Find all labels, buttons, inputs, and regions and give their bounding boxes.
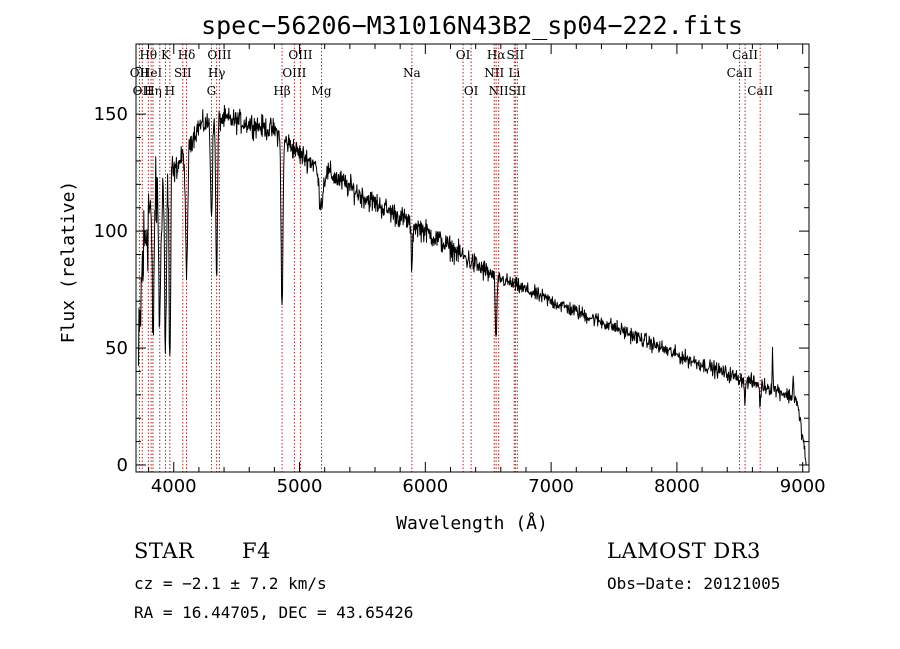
x-tick-label: 9000 [780, 476, 826, 497]
coordinates: RA = 16.44705, DEC = 43.65426 [134, 603, 414, 622]
x-tick-label: 6000 [402, 476, 448, 497]
spectrum-line [138, 104, 807, 465]
spectral-line-label: Li [508, 66, 520, 80]
spectral-line-label: Mg [312, 84, 332, 98]
spectral-line-label: CaII [747, 84, 773, 98]
axis-ticks: 4000 5000 6000 7000 8000 9000 0 50 100 150 [94, 44, 826, 497]
spectral-line-label: Hγ [208, 66, 226, 80]
object-type: STAR [134, 539, 195, 563]
spectral-line-label: OIII [282, 66, 306, 80]
spectral-subclass: F4 [242, 539, 271, 563]
spectral-line-label: HeI [140, 66, 163, 80]
spectral-line-label: Hη [144, 84, 162, 98]
y-tick-label: 100 [94, 221, 128, 242]
y-tick-label: 0 [117, 455, 128, 476]
x-axis-label: Wavelength (Å) [396, 512, 548, 534]
x-tick-label: 8000 [654, 476, 700, 497]
spectral-line-label: CaII [727, 66, 753, 80]
plot-frame [135, 43, 810, 473]
spectral-line-label: SII [174, 66, 192, 80]
spectral-line-label: OIII [288, 48, 312, 62]
spectral-line-label: Hβ [273, 84, 290, 98]
spectral-line-label: Hα [487, 48, 506, 62]
spectral-line-label: OIII [207, 48, 231, 62]
y-axis-label: Flux (relative) [58, 181, 79, 344]
spectral-line-label: H [165, 84, 175, 98]
spectral-line-label: OI [456, 48, 471, 62]
x-tick-label: 7000 [528, 476, 574, 497]
spectral-line-label: OI [464, 84, 479, 98]
spectral-line-label: K [161, 48, 171, 62]
spectral-line-label: G [207, 84, 217, 98]
spectral-line-label: Hθ [139, 48, 157, 62]
redshift-text: cz = −2.1 ± 7.2 km/s [134, 574, 327, 593]
spectral-line-markers: OII OII Hθ HeI Hη K H SII Hδ G Hγ OIII Hβ OIII OIII Mg N… [130, 44, 773, 472]
observation-date: Obs−Date: 20121005 [607, 574, 781, 593]
spectral-line-label: NII [484, 66, 504, 80]
spectral-line-label: OII [133, 84, 153, 98]
x-tick-label: 5000 [277, 476, 323, 497]
spectral-line-label: Hδ [178, 48, 196, 62]
spectral-line-label: CaII [732, 48, 758, 62]
spectral-line-label: Na [403, 66, 421, 80]
spectral-line-label: NII [489, 84, 509, 98]
y-tick-label: 150 [94, 104, 128, 125]
spectral-line-label: SII [508, 84, 526, 98]
chart-title: spec−56206−M31016N43B2_sp04−222.fits [201, 11, 743, 40]
survey-name: LAMOST DR3 [607, 539, 761, 563]
spectral-line-label: SII [507, 48, 525, 62]
y-tick-label: 50 [105, 338, 128, 359]
x-tick-label: 4000 [151, 476, 197, 497]
spectral-line-label: OII [130, 66, 150, 80]
